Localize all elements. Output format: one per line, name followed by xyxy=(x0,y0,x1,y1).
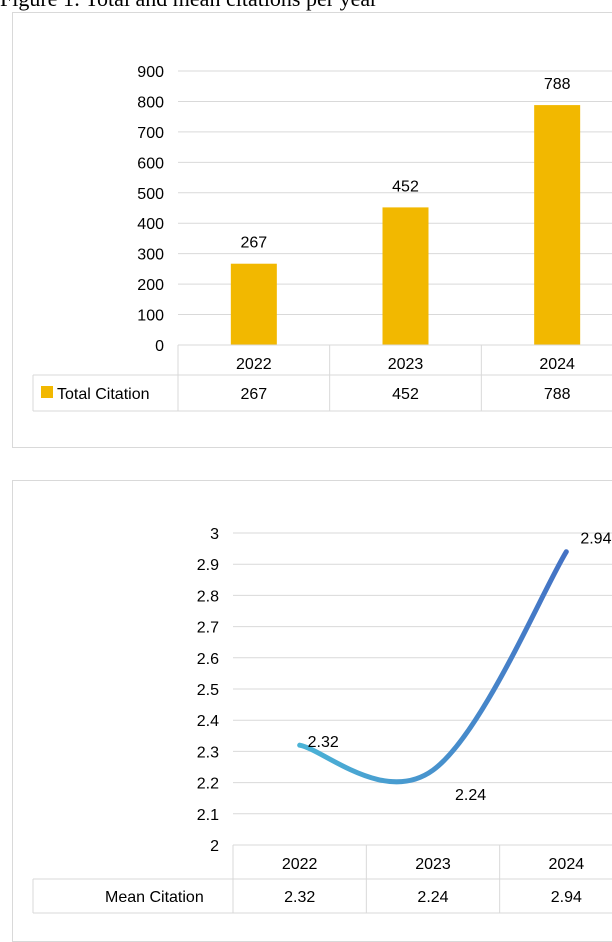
data-label-2023: 452 xyxy=(392,178,419,195)
y-tick-label: 3 xyxy=(210,526,219,543)
mean-citation-line xyxy=(297,549,569,785)
y-tick-label: 500 xyxy=(137,186,164,203)
y-tick-label: 2.9 xyxy=(197,557,219,574)
y-tick-label: 2 xyxy=(210,838,219,855)
data-label-2022: 2.32 xyxy=(308,734,339,751)
y-tick-label: 2.1 xyxy=(197,807,219,824)
total-citation-chart-panel: 0 100 200 300 400 500 600 700 800 900 267 452 788 202… xyxy=(12,12,612,448)
y-tick-label: 2.2 xyxy=(197,776,219,793)
mean-citation-chart-panel: 2 2.1 2.2 2.3 2.4 2.5 2.6 2.7 2.8 2.9 3 2.32 2.24 2.9… xyxy=(12,480,612,942)
y-tick-label: 900 xyxy=(137,64,164,81)
y-tick-label: 2.7 xyxy=(197,620,219,637)
table-value-2022: 267 xyxy=(240,386,267,403)
y-tick-label: 800 xyxy=(137,94,164,111)
data-label-2024: 788 xyxy=(544,76,571,93)
y-tick-label: 2.4 xyxy=(197,713,219,730)
x-tick-label: 2024 xyxy=(539,356,575,373)
total-citation-bar-chart: 0 100 200 300 400 500 600 700 800 900 267 452 788 202… xyxy=(32,64,612,412)
x-tick-label: 2022 xyxy=(236,356,272,373)
x-tick-label: 2023 xyxy=(415,856,451,873)
series-label-total-citation: Total Citation xyxy=(57,386,150,403)
figure-caption: Figure 1: Total and mean citations per y… xyxy=(0,0,377,12)
legend-swatch-total-citation xyxy=(41,386,53,398)
mean-citation-line-chart: 2 2.1 2.2 2.3 2.4 2.5 2.6 2.7 2.8 2.9 3 2.32 2.24 2.9… xyxy=(32,526,612,914)
data-label-2022: 267 xyxy=(240,235,267,252)
data-label-2024: 2.94 xyxy=(580,531,611,548)
y-tick-label: 0 xyxy=(155,338,164,355)
table-value-2024: 2.94 xyxy=(551,889,582,906)
bar-2024 xyxy=(534,105,581,345)
y-tick-label: 2.8 xyxy=(197,588,219,605)
y-tick-label: 300 xyxy=(137,247,164,264)
table-value-2023: 2.24 xyxy=(417,889,448,906)
series-label-mean-citation: Mean Citation xyxy=(105,889,204,906)
table-value-2024: 788 xyxy=(544,386,571,403)
x-tick-label: 2022 xyxy=(282,856,318,873)
y-tick-label: 2.3 xyxy=(197,744,219,761)
x-tick-label: 2023 xyxy=(388,356,424,373)
y-tick-label: 2.6 xyxy=(197,651,219,668)
bar-2023 xyxy=(382,207,429,345)
y-tick-label: 600 xyxy=(137,155,164,172)
y-tick-label: 2.5 xyxy=(197,682,219,699)
table-value-2023: 452 xyxy=(392,386,419,403)
y-tick-label: 200 xyxy=(137,277,164,294)
x-tick-label: 2024 xyxy=(549,856,585,873)
data-label-2023: 2.24 xyxy=(455,787,486,804)
table-value-2022: 2.32 xyxy=(284,889,315,906)
y-tick-label: 100 xyxy=(137,308,164,325)
y-tick-label: 700 xyxy=(137,125,164,142)
y-tick-label: 400 xyxy=(137,216,164,233)
bar-2022 xyxy=(230,263,277,345)
